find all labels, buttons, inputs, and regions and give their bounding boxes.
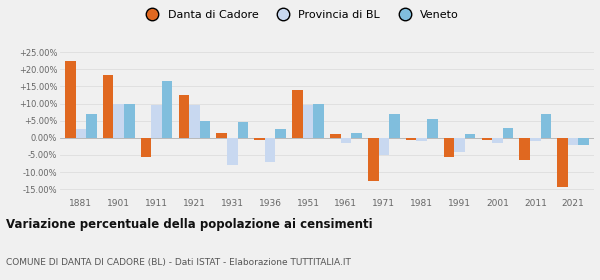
Bar: [217, 133, 227, 138]
Bar: [443, 138, 454, 157]
Bar: [578, 138, 589, 145]
Bar: [482, 138, 492, 139]
Bar: [351, 133, 362, 138]
Bar: [254, 138, 265, 139]
Bar: [292, 90, 303, 138]
Bar: [189, 105, 200, 138]
Bar: [492, 138, 503, 143]
Bar: [124, 104, 134, 138]
Text: Variazione percentuale della popolazione ai censimenti: Variazione percentuale della popolazione…: [6, 218, 373, 231]
Legend: Danta di Cadore, Provincia di BL, Veneto: Danta di Cadore, Provincia di BL, Veneto: [137, 6, 463, 24]
Bar: [541, 114, 551, 138]
Bar: [162, 81, 172, 138]
Bar: [200, 121, 211, 138]
Bar: [406, 138, 416, 139]
Bar: [568, 138, 578, 145]
Bar: [65, 61, 76, 138]
Bar: [454, 138, 465, 151]
Bar: [265, 138, 275, 162]
Bar: [227, 138, 238, 165]
Bar: [103, 74, 113, 138]
Bar: [530, 138, 541, 141]
Bar: [76, 129, 86, 138]
Bar: [557, 138, 568, 187]
Bar: [303, 105, 313, 138]
Bar: [341, 138, 351, 143]
Bar: [330, 134, 341, 138]
Bar: [520, 138, 530, 160]
Bar: [179, 95, 189, 138]
Bar: [503, 128, 514, 138]
Bar: [86, 114, 97, 138]
Bar: [140, 138, 151, 157]
Bar: [368, 138, 379, 181]
Bar: [313, 104, 324, 138]
Bar: [113, 104, 124, 138]
Bar: [275, 129, 286, 138]
Bar: [238, 122, 248, 138]
Bar: [427, 119, 437, 138]
Bar: [379, 138, 389, 155]
Bar: [389, 114, 400, 138]
Bar: [465, 134, 475, 138]
Text: COMUNE DI DANTA DI CADORE (BL) - Dati ISTAT - Elaborazione TUTTITALIA.IT: COMUNE DI DANTA DI CADORE (BL) - Dati IS…: [6, 258, 351, 267]
Bar: [416, 138, 427, 141]
Bar: [151, 105, 162, 138]
